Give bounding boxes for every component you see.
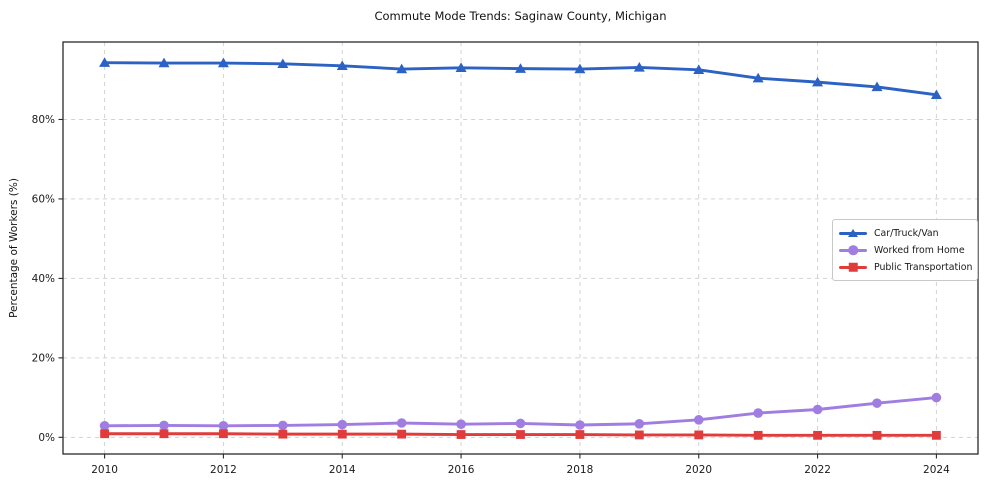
series-marker-circle: [99, 420, 110, 431]
series-marker-square: [634, 430, 644, 440]
y-tick-label: 60%: [32, 194, 55, 206]
series-marker-circle: [753, 408, 763, 418]
series-marker-circle: [693, 415, 704, 425]
series-marker-square: [159, 429, 169, 439]
x-tick-label: 2018: [567, 464, 594, 476]
series-marker-triangle: [336, 60, 348, 71]
series-marker-circle: [456, 419, 466, 430]
y-tick-label: 40%: [32, 273, 55, 285]
x-tick-label: 2010: [91, 464, 118, 476]
series-marker-circle: [159, 420, 169, 431]
legend-item-worked-from-home: Worked from Home: [839, 242, 971, 258]
x-tick-label: 2024: [923, 464, 950, 476]
series-marker-triangle: [277, 58, 289, 69]
series-marker-square: [516, 430, 525, 439]
series-marker-square: [872, 430, 882, 440]
y-tick-label: 80%: [32, 114, 55, 126]
y-tick-label: 0%: [38, 432, 55, 444]
series-marker-triangle: [930, 89, 942, 100]
series-marker-circle: [575, 420, 585, 430]
series-marker-triangle: [693, 64, 705, 75]
series-marker-square: [337, 429, 347, 439]
series-marker-circle: [931, 392, 942, 403]
series-marker-square: [753, 430, 763, 440]
series-marker-triangle: [871, 81, 883, 92]
series-marker-square: [397, 429, 407, 439]
triangle-marker-icon: [848, 229, 858, 237]
series-marker-circle: [278, 420, 288, 431]
plot-border: [62, 41, 979, 455]
series-marker-square: [219, 429, 228, 439]
series-marker-triangle: [158, 57, 170, 68]
series-marker-square: [456, 430, 466, 439]
x-tick-label: 2016: [448, 464, 475, 476]
series-marker-circle: [396, 418, 407, 428]
series-marker-triangle: [633, 62, 645, 72]
series-marker-triangle: [455, 62, 467, 73]
chart-title: Commute Mode Trends: Saginaw County, Mic…: [374, 9, 667, 23]
legend-item-car-truck-van: Car/Truck/Van: [839, 225, 971, 241]
series-marker-triangle: [217, 57, 229, 68]
legend-item-public-transportation: Public Transportation: [839, 259, 973, 275]
square-marker-icon: [848, 262, 858, 272]
legend-label: Car/Truck/Van: [874, 227, 939, 239]
series-marker-triangle: [396, 63, 408, 74]
series-marker-square: [575, 430, 585, 439]
series-marker-triangle: [812, 76, 824, 87]
series-marker-square: [932, 430, 941, 440]
legend-label: Public Transportation: [874, 261, 973, 273]
series-marker-square: [278, 429, 288, 439]
series-marker-circle: [812, 404, 823, 415]
x-tick-label: 2014: [329, 464, 356, 476]
legend: Car/Truck/Van Worked from Home Public Tr…: [832, 219, 978, 281]
legend-swatch: [839, 227, 867, 239]
series-marker-circle: [337, 419, 348, 430]
series-marker-square: [100, 429, 109, 439]
x-tick-label: 2022: [804, 464, 831, 476]
series-marker-square: [813, 430, 822, 440]
x-tick-label: 2012: [210, 464, 237, 476]
y-tick-label: 20%: [32, 353, 55, 365]
series-marker-triangle: [515, 63, 526, 73]
series-marker-circle: [515, 418, 526, 429]
legend-swatch: [839, 261, 867, 273]
series-marker-square: [694, 430, 704, 440]
x-tick-label: 2020: [685, 464, 712, 476]
legend-swatch: [839, 244, 867, 256]
circle-marker-icon: [848, 245, 858, 255]
series-marker-circle: [634, 419, 645, 429]
series-marker-triangle: [574, 63, 586, 74]
series-marker-triangle: [752, 72, 764, 83]
series-marker-triangle: [99, 57, 111, 67]
legend-label: Worked from Home: [874, 244, 965, 256]
series-marker-circle: [872, 398, 882, 408]
series-marker-circle: [218, 420, 229, 431]
